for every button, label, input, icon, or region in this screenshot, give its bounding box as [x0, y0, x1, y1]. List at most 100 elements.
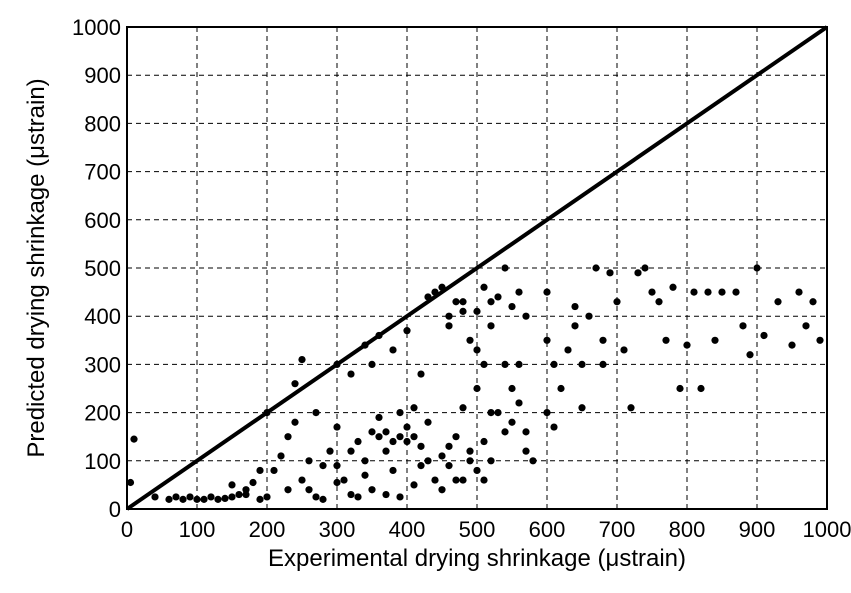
- point: [508, 418, 516, 426]
- point: [410, 404, 418, 412]
- x-tick-label: 400: [389, 517, 426, 542]
- point: [291, 418, 299, 426]
- point: [417, 370, 425, 378]
- point: [354, 437, 362, 446]
- point: [480, 476, 488, 484]
- point: [263, 493, 271, 501]
- point: [284, 433, 292, 441]
- point: [305, 457, 313, 465]
- point: [424, 293, 432, 301]
- point: [578, 404, 586, 412]
- point: [501, 360, 509, 368]
- point: [424, 418, 432, 426]
- point: [424, 457, 432, 465]
- point: [326, 447, 334, 455]
- y-tick-label: 900: [84, 63, 121, 88]
- point: [270, 466, 278, 475]
- point: [403, 437, 411, 446]
- x-tick-label: 800: [669, 517, 706, 542]
- point: [711, 336, 719, 344]
- diagonal-line: [125, 25, 829, 511]
- point: [466, 336, 474, 344]
- point: [690, 288, 698, 296]
- point: [459, 307, 467, 315]
- point: [305, 486, 313, 494]
- x-tick-label: 700: [599, 517, 636, 542]
- point: [501, 428, 509, 436]
- point: [718, 288, 726, 296]
- point: [543, 288, 551, 296]
- y-axis-title: Predicted drying shrinkage (μstrain): [23, 78, 50, 457]
- y-tick-label: 0: [109, 497, 121, 522]
- point: [704, 288, 712, 296]
- point: [788, 341, 796, 349]
- point: [396, 409, 404, 417]
- point: [473, 346, 481, 354]
- point: [641, 264, 649, 272]
- point: [753, 264, 761, 272]
- point: [522, 447, 530, 455]
- point: [473, 466, 481, 475]
- point: [382, 428, 390, 436]
- point: [550, 360, 558, 368]
- point: [438, 452, 446, 460]
- point: [578, 360, 586, 368]
- point: [375, 413, 383, 422]
- point: [228, 493, 236, 501]
- point: [361, 341, 369, 349]
- point: [333, 462, 341, 470]
- point: [445, 322, 453, 330]
- point: [403, 423, 411, 431]
- point: [466, 457, 474, 465]
- point: [165, 495, 173, 503]
- point: [396, 433, 404, 441]
- point: [396, 493, 404, 501]
- point: [760, 331, 768, 340]
- point: [235, 490, 243, 499]
- point: [522, 312, 530, 320]
- point: [452, 298, 460, 306]
- point: [480, 360, 488, 368]
- point: [816, 336, 824, 344]
- point: [389, 346, 397, 354]
- point: [221, 494, 229, 502]
- point: [319, 462, 327, 470]
- point: [298, 355, 306, 364]
- point: [130, 435, 138, 443]
- point: [312, 493, 320, 501]
- point: [403, 327, 411, 335]
- point: [172, 493, 180, 501]
- point: [515, 399, 523, 407]
- point: [648, 288, 656, 296]
- point: [452, 476, 460, 484]
- point: [284, 486, 292, 494]
- x-axis-title: Experimental drying shrinkage (μstrain): [268, 545, 686, 572]
- x-tick-label: 600: [529, 517, 566, 542]
- point: [634, 269, 642, 277]
- point: [669, 283, 677, 291]
- point: [312, 409, 320, 417]
- point: [459, 298, 467, 306]
- point: [571, 302, 579, 311]
- x-tick-label: 0: [121, 517, 133, 542]
- point: [515, 360, 523, 368]
- point: [599, 336, 607, 344]
- x-tick-label: 300: [319, 517, 356, 542]
- point: [473, 307, 481, 315]
- point: [445, 442, 453, 450]
- point: [361, 471, 369, 479]
- point: [438, 283, 446, 291]
- point: [697, 384, 705, 393]
- point: [452, 433, 460, 441]
- plot-frame: [126, 26, 828, 510]
- y-tick-label: 300: [84, 352, 121, 377]
- point: [361, 457, 369, 465]
- point: [585, 312, 593, 320]
- point: [347, 447, 355, 455]
- point: [431, 288, 439, 296]
- point: [214, 495, 222, 503]
- y-tick-label: 400: [84, 304, 121, 329]
- point: [126, 478, 135, 487]
- point: [263, 409, 271, 417]
- point: [375, 433, 383, 441]
